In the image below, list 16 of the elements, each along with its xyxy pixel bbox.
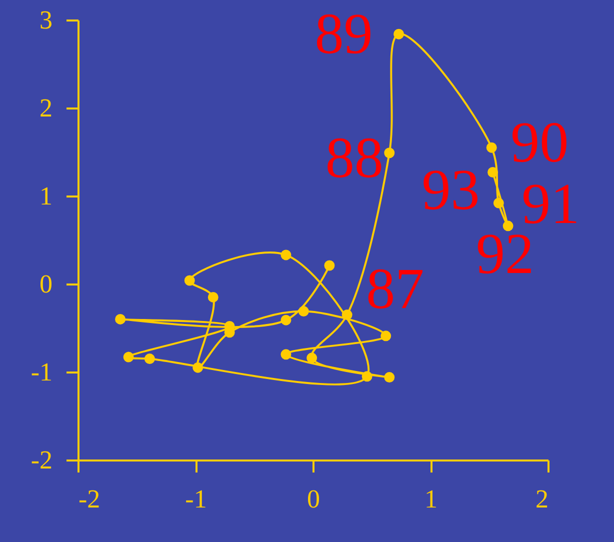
y-tick-label: 3 — [40, 6, 52, 34]
y-tick-label: -1 — [30, 358, 52, 386]
x-tick-label: -2 — [78, 484, 100, 514]
annotation: 93 — [422, 157, 480, 222]
annotation: 87 — [366, 256, 424, 321]
x-tick-label: 0 — [307, 484, 320, 514]
y-tick-label: 2 — [40, 94, 52, 122]
annotation: 89 — [314, 1, 373, 66]
x-tick-label: 1 — [424, 484, 438, 514]
y-tick-label: -2 — [30, 446, 52, 474]
annotation: 90 — [510, 110, 569, 175]
y-tick-label: 0 — [40, 270, 52, 298]
x-tick-label: 2 — [536, 484, 548, 514]
y-tick-label: 1 — [40, 182, 52, 210]
x-tick-label: -1 — [185, 484, 207, 514]
annotation: 88 — [325, 124, 384, 190]
